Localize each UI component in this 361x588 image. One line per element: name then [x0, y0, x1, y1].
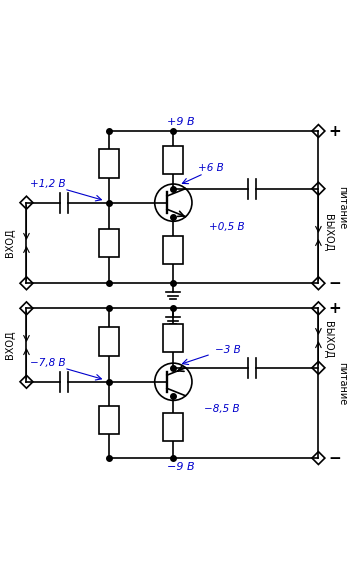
Bar	[164, 413, 183, 441]
Text: −3 В: −3 В	[214, 345, 240, 355]
Text: ВЫХОД: ВЫХОД	[323, 214, 334, 251]
Bar	[164, 236, 183, 264]
Text: −7,8 В: −7,8 В	[30, 358, 66, 368]
Text: +: +	[329, 301, 341, 316]
Bar	[164, 324, 183, 352]
Text: +0,5 В: +0,5 В	[209, 222, 245, 232]
Text: питание: питание	[337, 362, 347, 405]
Text: −: −	[329, 450, 341, 466]
Bar	[164, 145, 183, 174]
Bar	[99, 229, 119, 258]
Text: −9 В: −9 В	[167, 462, 194, 472]
Text: −8,5 В: −8,5 В	[204, 405, 239, 415]
Text: +6 В: +6 В	[198, 163, 224, 173]
Text: +9 В: +9 В	[167, 118, 194, 128]
Text: −: −	[329, 276, 341, 290]
Text: ВЫХОД: ВЫХОД	[323, 321, 334, 359]
Text: +: +	[329, 123, 341, 139]
Bar	[99, 406, 119, 435]
Bar	[99, 149, 119, 178]
Bar	[99, 327, 119, 356]
Text: ВХОД: ВХОД	[5, 330, 16, 359]
Text: +1,2 В: +1,2 В	[30, 179, 66, 189]
Text: питание: питание	[337, 185, 347, 229]
Text: ВХОД: ВХОД	[5, 229, 16, 258]
